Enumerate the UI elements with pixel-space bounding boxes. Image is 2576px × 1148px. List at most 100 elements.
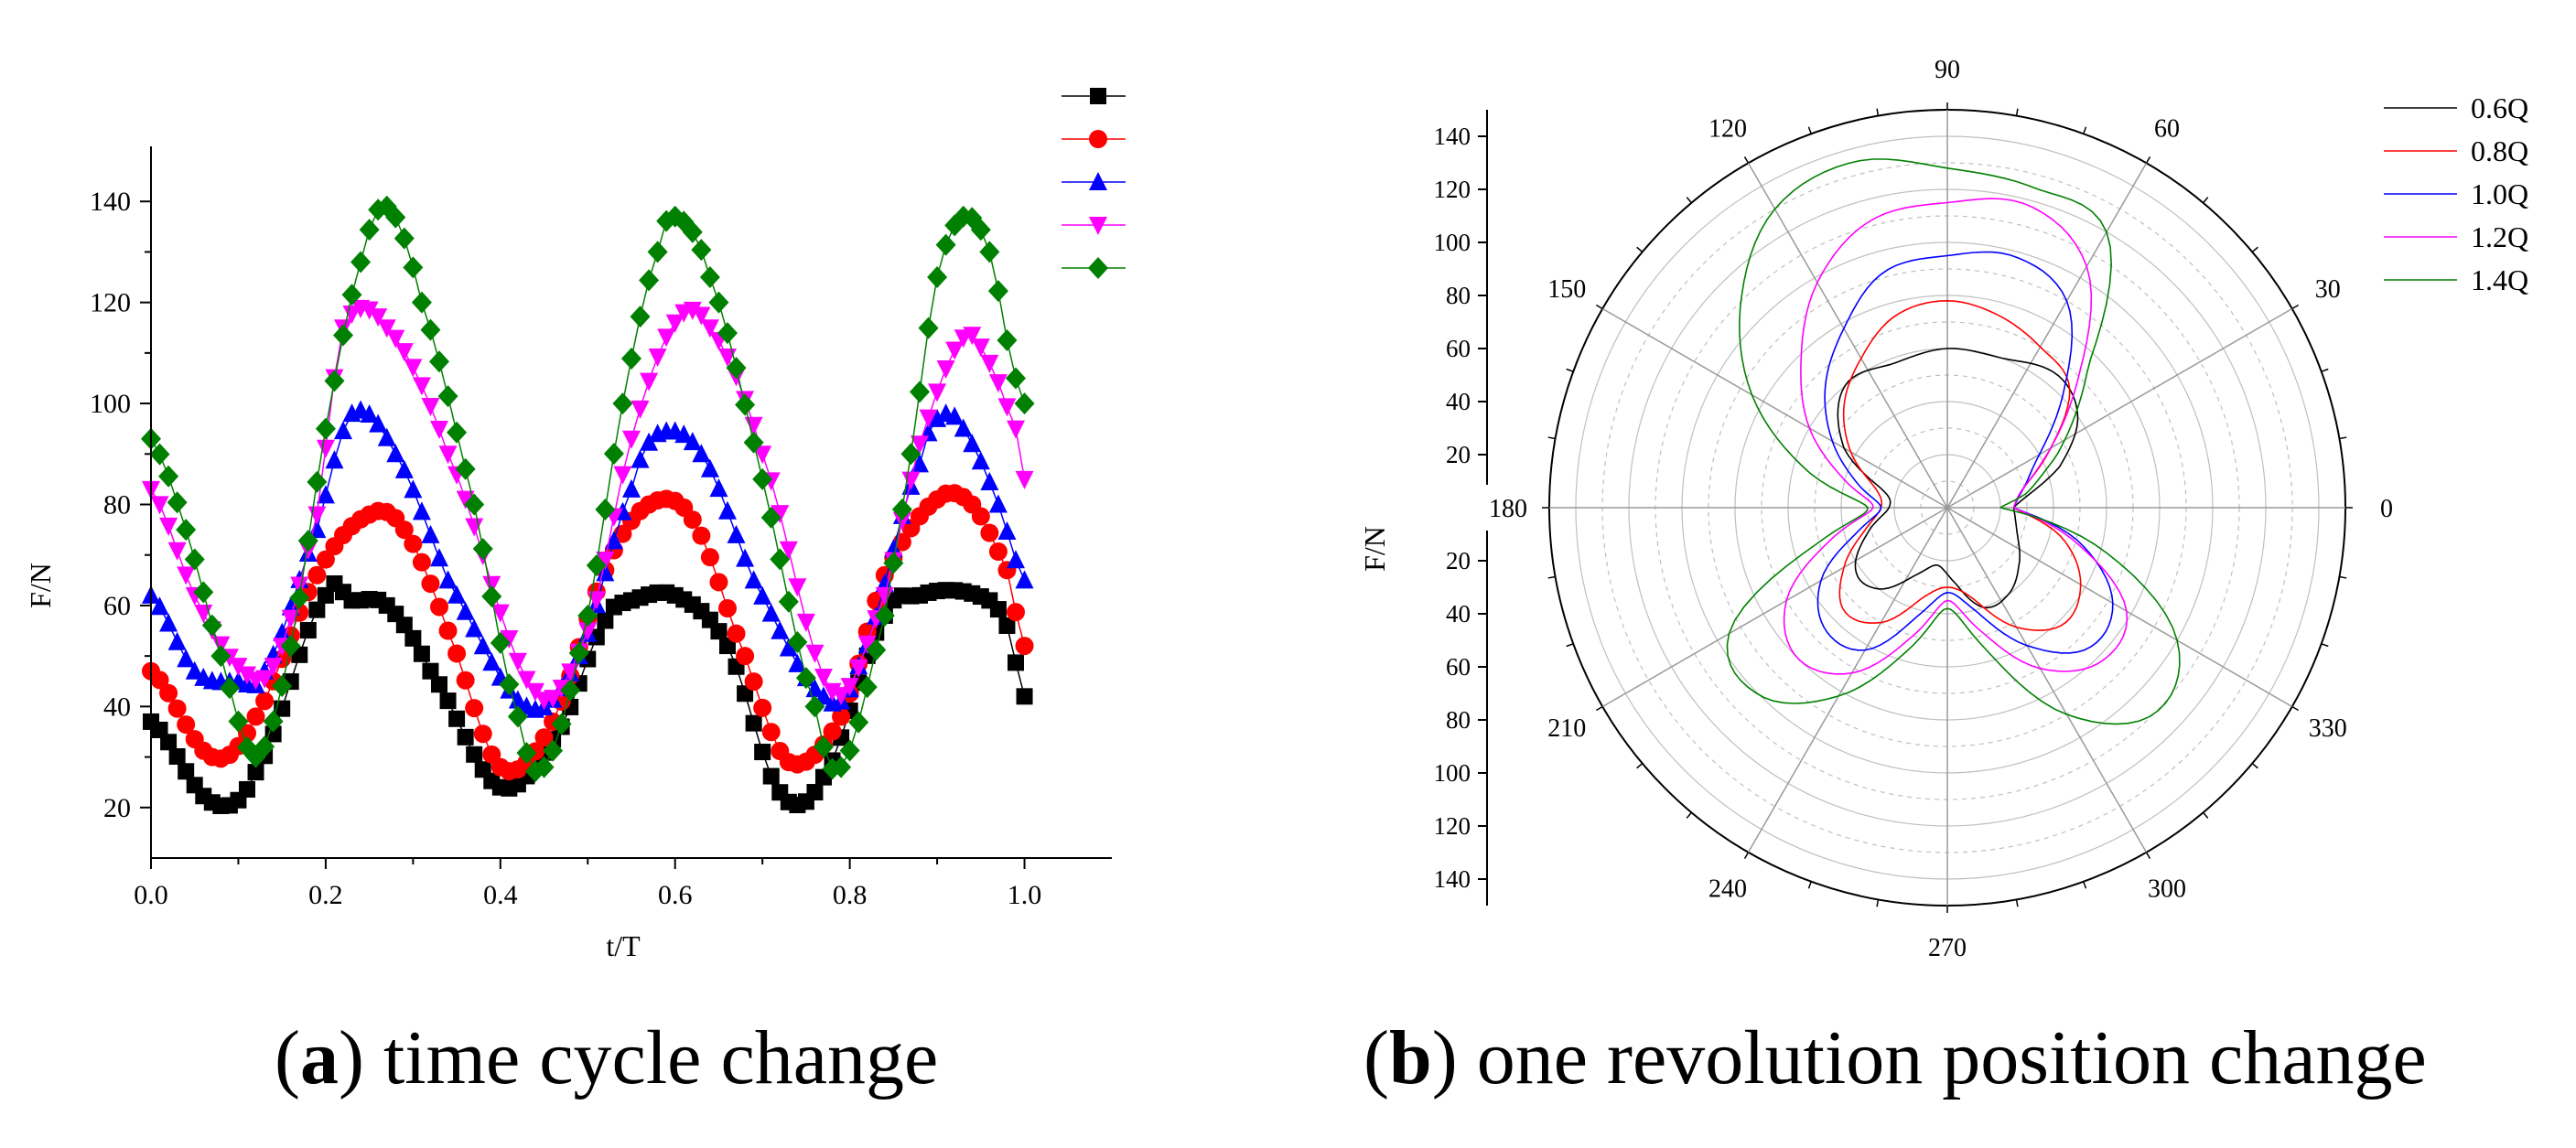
polar-spoke-330 <box>1946 507 2293 708</box>
point-0.8Q-70 <box>753 698 772 717</box>
radial-tick-label-lower: 120 <box>1434 812 1471 840</box>
point-1.4Q-74 <box>787 631 808 654</box>
point-0.6Q-36 <box>457 728 474 746</box>
point-1.4Q-37 <box>464 493 485 516</box>
radial-tick-label-upper: 40 <box>1446 388 1471 415</box>
point-1.4Q-8 <box>210 645 232 668</box>
point-1.2Q-26 <box>369 308 388 327</box>
polar-spoke-30 <box>1946 307 2293 509</box>
polar-spoke-120 <box>1747 162 1948 509</box>
point-0.8Q-62 <box>683 510 702 530</box>
a-y-tick-label: 140 <box>90 187 131 217</box>
point-1.2Q-41 <box>500 630 519 649</box>
point-0.6Q-37 <box>466 746 483 763</box>
point-1.4Q-95 <box>970 219 991 241</box>
point-1.4Q-47 <box>551 713 572 735</box>
polar-angle-tick <box>1807 881 1812 889</box>
point-1.4Q-76 <box>804 695 825 718</box>
radial-tick-label-lower: 100 <box>1434 759 1471 787</box>
point-0.8Q-65 <box>709 573 728 592</box>
polar-angle-tick <box>2339 436 2347 440</box>
point-1.4Q-20 <box>315 417 336 440</box>
point-1.0Q-65 <box>709 478 728 498</box>
point-1.4Q-53 <box>603 442 624 465</box>
point-1.0Q-2 <box>159 613 178 632</box>
point-1.0Q-100 <box>1015 570 1034 589</box>
point-1.4Q-35 <box>447 421 468 444</box>
point-1.4Q-83 <box>866 638 887 661</box>
legend-marker-1.2Q <box>1089 217 1107 235</box>
polar-angle-label-0: 0 <box>2380 495 2393 523</box>
point-1.0Q-77 <box>814 686 833 705</box>
point-1.4Q-13 <box>254 735 275 758</box>
point-1.2Q-37 <box>465 518 484 537</box>
point-1.2Q-99 <box>1007 420 1025 439</box>
radial-tick-label-upper: 20 <box>1446 441 1471 468</box>
polar-angle-tick <box>1807 126 1812 134</box>
point-1.2Q-20 <box>316 439 335 458</box>
point-1.0Q-88 <box>911 454 929 473</box>
point-1.4Q-31 <box>411 291 432 314</box>
point-0.6Q-70 <box>754 744 771 761</box>
point-0.8Q-2 <box>159 683 178 703</box>
point-1.0Q-72 <box>771 620 790 639</box>
polar-angle-label-90: 90 <box>1935 56 1960 84</box>
point-1.4Q-16 <box>280 635 301 658</box>
point-1.0Q-63 <box>692 444 711 463</box>
point-0.8Q-34 <box>438 621 458 640</box>
point-1.0Q-3 <box>167 631 187 650</box>
point-1.2Q-90 <box>928 383 947 402</box>
polar-legend-label-1.4Q: 1.4Q <box>2471 263 2528 296</box>
point-0.8Q-3 <box>167 699 187 718</box>
radial-tick-label-lower: 80 <box>1446 706 1471 734</box>
point-0.8Q-38 <box>473 724 492 744</box>
a-x-tick-label: 0.6 <box>658 880 693 910</box>
point-1.0Q-74 <box>788 653 807 672</box>
point-1.4Q-45 <box>534 756 555 778</box>
point-0.6Q-19 <box>308 601 326 618</box>
point-1.4Q-100 <box>1014 392 1035 415</box>
polar-angle-tick <box>1595 304 1603 310</box>
polar-angle-tick <box>1743 156 1750 164</box>
a-data-layer <box>141 195 1035 814</box>
point-1.2Q-55 <box>622 430 641 449</box>
a-y-tick-label: 40 <box>103 692 131 722</box>
point-1.2Q-23 <box>342 305 361 324</box>
caption-b-label: b <box>1388 1015 1432 1100</box>
point-1.4Q-77 <box>814 735 834 758</box>
point-1.0Q-92 <box>945 406 965 425</box>
point-1.4Q-21 <box>324 370 345 392</box>
point-1.0Q-22 <box>334 421 352 440</box>
point-1.2Q-73 <box>779 541 798 560</box>
polar-angle-tick <box>2291 705 2300 712</box>
point-1.4Q-62 <box>682 220 703 243</box>
point-1.0Q-90 <box>928 408 947 427</box>
point-0.8Q-71 <box>761 723 781 742</box>
point-1.4Q-18 <box>297 530 318 553</box>
point-1.0Q-15 <box>273 622 292 641</box>
polar-angle-label-60: 60 <box>2154 114 2180 143</box>
point-1.4Q-73 <box>778 590 799 613</box>
point-1.0Q-69 <box>744 570 763 589</box>
polar-angle-tick <box>2145 156 2151 164</box>
point-0.8Q-19 <box>307 565 327 585</box>
point-0.6Q-97 <box>989 601 1007 618</box>
point-1.4Q-79 <box>831 756 852 778</box>
polar-angle-label-30: 30 <box>2315 275 2341 304</box>
radial-tick-label-lower: 40 <box>1446 600 1471 628</box>
polar-angle-tick <box>2145 852 2151 860</box>
polar-series-1.0Q <box>1816 251 2114 654</box>
point-1.4Q-58 <box>647 241 668 263</box>
point-1.4Q-2 <box>158 465 179 488</box>
point-0.8Q-20 <box>316 550 335 569</box>
point-1.4Q-39 <box>481 585 502 607</box>
point-0.8Q-99 <box>1007 603 1025 622</box>
point-1.4Q-25 <box>359 219 380 241</box>
point-1.0Q-25 <box>360 403 379 423</box>
point-1.2Q-87 <box>901 471 921 490</box>
point-1.4Q-3 <box>167 491 188 514</box>
polar-angle-tick <box>1566 643 1574 648</box>
point-0.6Q-35 <box>448 710 466 727</box>
polar-angle-tick <box>1566 368 1574 372</box>
polar-angle-tick <box>2251 763 2258 769</box>
